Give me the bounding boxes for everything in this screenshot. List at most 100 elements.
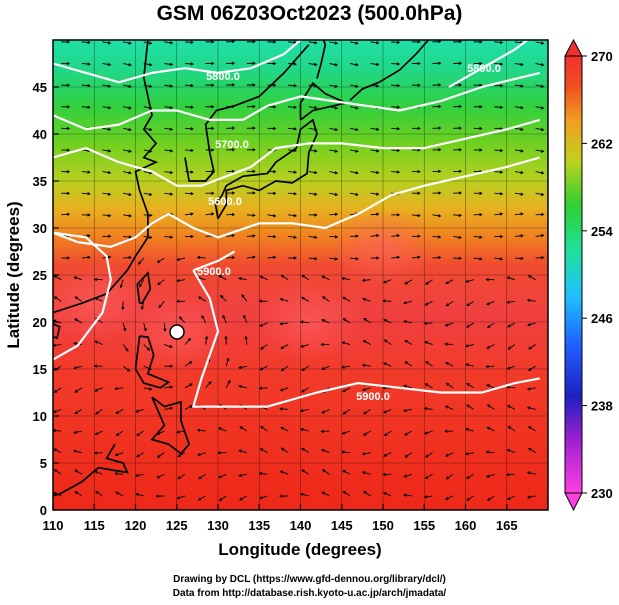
streamline-arrowhead [252, 234, 256, 238]
streamline [61, 213, 70, 216]
colorbar: 270 262 254 246 238 230 [564, 38, 613, 512]
streamline [391, 63, 400, 65]
streamline [177, 257, 186, 261]
x-tick-label: 145 [331, 518, 353, 533]
streamline-arrowhead [74, 491, 78, 495]
streamline [280, 344, 289, 349]
streamline [349, 127, 358, 131]
streamline [404, 452, 413, 458]
streamline [288, 106, 297, 108]
streamline [507, 449, 516, 454]
streamline [81, 106, 90, 108]
streamline [535, 41, 544, 44]
streamline-arrowhead [540, 127, 545, 132]
streamline-arrowhead [437, 104, 442, 109]
streamline [465, 363, 474, 367]
streamline-arrowhead [334, 192, 339, 196]
streamline-arrowhead [342, 490, 347, 494]
streamline-arrowhead [238, 365, 242, 370]
streamline [527, 299, 536, 302]
streamline [260, 448, 268, 454]
streamline-arrowhead [417, 234, 421, 238]
streamline-arrowhead [355, 171, 359, 175]
streamline [363, 340, 371, 345]
streamline [535, 84, 544, 88]
streamline-arrowhead [464, 452, 469, 456]
streamline [425, 279, 433, 285]
streamline [329, 213, 338, 216]
streamline [535, 171, 544, 174]
streamline [81, 41, 90, 44]
streamline [197, 452, 206, 456]
streamline [54, 296, 62, 302]
streamline-arrowhead [334, 63, 339, 67]
streamline [508, 344, 516, 350]
streamline [198, 495, 206, 501]
streamline-arrowhead [187, 337, 192, 342]
streamline-arrowhead [107, 62, 112, 67]
streamline-arrowhead [114, 387, 118, 391]
streamline [288, 192, 297, 195]
colorbar-scale [564, 55, 583, 494]
streamline [308, 236, 317, 239]
streamline-arrowhead [342, 411, 346, 415]
geopotential-contour [448, 40, 529, 88]
streamline-arrowhead [300, 344, 304, 348]
streamline-arrowhead [403, 301, 407, 305]
streamline [81, 192, 90, 195]
geopotential-contour [192, 269, 541, 408]
streamline-arrowhead [424, 340, 428, 345]
streamline-arrowhead [279, 407, 283, 411]
streamline [342, 470, 351, 475]
streamline [280, 387, 289, 391]
streamline-arrowhead [499, 105, 504, 109]
streamline [424, 341, 433, 345]
streamline-arrowhead [73, 430, 77, 434]
streamline-arrowhead [424, 431, 428, 435]
streamline [527, 471, 536, 475]
streamline [115, 387, 124, 390]
streamline-arrowhead [506, 276, 510, 280]
streamline-arrowhead [179, 316, 183, 320]
streamline [288, 127, 297, 130]
streamline [102, 171, 111, 174]
streamline-arrowhead [115, 491, 119, 495]
streamline-arrowhead [238, 277, 242, 281]
colorbar-bottom-arrow [564, 492, 583, 512]
streamline [383, 319, 392, 324]
streamline-arrowhead [107, 192, 112, 196]
streamline-arrowhead [321, 469, 326, 473]
streamline-arrowhead [197, 452, 201, 457]
streamline-arrowhead [293, 62, 298, 66]
streamline-arrowhead [437, 191, 442, 195]
streamline [164, 127, 173, 130]
streamline [74, 276, 83, 281]
y-tick-label: 40 [33, 127, 47, 142]
x-tick-label: 140 [290, 518, 312, 533]
coastline [299, 81, 349, 121]
streamline [527, 406, 536, 410]
streamline-arrowhead [218, 497, 223, 501]
streamline [362, 452, 371, 455]
streamline-arrowhead [134, 473, 139, 478]
streamline-arrowhead [252, 191, 256, 195]
streamline [322, 296, 330, 302]
streamline [473, 257, 482, 260]
streamline [81, 256, 90, 259]
streamline-arrowhead [479, 40, 483, 44]
streamline-arrowhead [382, 492, 387, 496]
colorbar-tick-label: 262 [591, 136, 613, 151]
streamline [445, 405, 454, 410]
streamline-arrowhead [128, 149, 132, 153]
streamline-arrowhead [137, 261, 142, 265]
y-tick-label: 35 [33, 174, 47, 189]
streamline-arrowhead [272, 126, 277, 131]
streamline-arrowhead [444, 342, 448, 346]
streamline [404, 385, 412, 389]
streamline [115, 452, 124, 456]
streamline-arrowhead [252, 255, 256, 259]
streamline-arrowhead [190, 212, 194, 216]
streamline-arrowhead [107, 213, 112, 218]
streamline [494, 63, 503, 65]
streamline-arrowhead [146, 347, 151, 351]
